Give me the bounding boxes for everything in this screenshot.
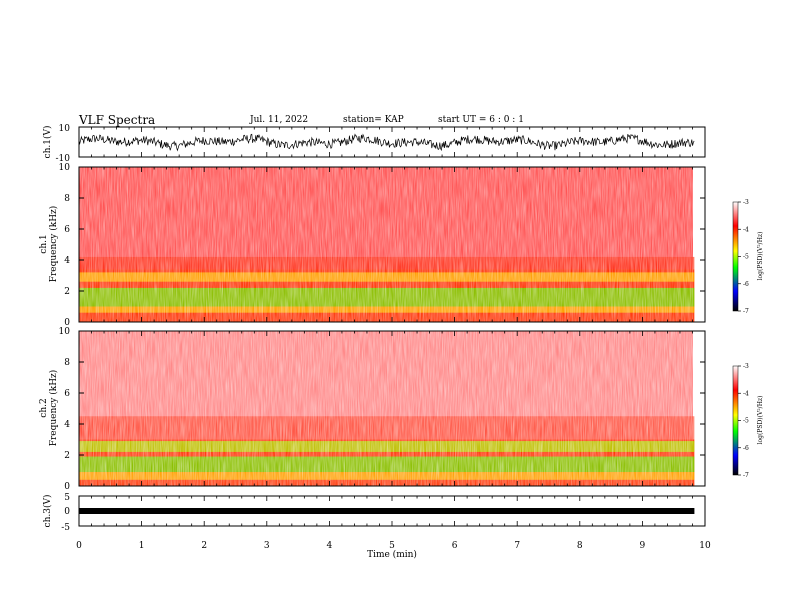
ch2-spec-noise <box>79 331 693 486</box>
ch1-colorbar <box>732 201 739 312</box>
ch2-cbticks-label-0: -3 <box>743 363 749 370</box>
ch1-yticks-label-0: 0 <box>64 318 70 328</box>
ch3-ytick-top: 5 <box>64 493 70 503</box>
ch2-yticks-label-3: 6 <box>64 389 70 399</box>
ch1-yticks-label-3: 6 <box>64 225 70 235</box>
ch1-yticks-label-2: 4 <box>64 256 70 266</box>
ch1-cbticks-label-1: -4 <box>743 226 749 233</box>
x-tick-label-5: 5 <box>389 541 395 551</box>
x-tick-label-1: 1 <box>139 541 145 551</box>
ch3-ytick-bottom: -5 <box>61 523 70 533</box>
ch1-cbticks-label-0: -3 <box>743 199 749 206</box>
x-tick-label-2: 2 <box>201 541 207 551</box>
ch1-yticks-label-4: 8 <box>64 194 70 204</box>
date-label: Jul. 11, 2022 <box>250 115 309 125</box>
ch2-yticks-label-1: 2 <box>64 451 70 461</box>
start-time-label: start UT = 6 : 0 : 1 <box>438 115 524 125</box>
ch3-ytick-mid: 0 <box>64 507 70 517</box>
ch3-waveform-band <box>79 508 695 514</box>
chart-title: VLF Spectra <box>79 113 156 127</box>
ch1-colorbar-label: log(PSD)(V²/Hz) <box>757 232 764 281</box>
x-tick-label-10: 10 <box>699 541 711 551</box>
ch2-spec-ylabel-line1: ch.2 <box>39 398 49 417</box>
ch1-cbticks-label-2: -5 <box>743 254 749 261</box>
x-tick-label-4: 4 <box>327 541 333 551</box>
ch2-cbticks-label-3: -6 <box>743 445 749 452</box>
ch2-yticks-label-0: 0 <box>64 482 70 492</box>
ch1-spec-noise <box>79 167 693 322</box>
x-axis: 0 1 2 3 4 5 6 7 8 9 10 <box>76 127 711 551</box>
ch1-spec-ylabel-line2: Frequency (kHz) <box>48 206 59 283</box>
x-tick-label-7: 7 <box>514 541 520 551</box>
station-label: station= KAP <box>343 115 404 125</box>
ch2-yticks-label-5: 10 <box>59 327 71 337</box>
ch2-colorbar <box>732 365 739 476</box>
ch1-ylabel: ch.1(V) <box>42 126 53 159</box>
ch2-colorbar-label: log(PSD)(V²/Hz) <box>757 396 764 445</box>
ch3-ylabel: ch.3(V) <box>42 495 53 528</box>
x-tick-label-9: 9 <box>640 541 646 551</box>
ch1-waveform-line <box>78 133 695 152</box>
ch1-yticks-label-5: 10 <box>59 163 71 173</box>
ch2-yticks-label-4: 8 <box>64 358 70 368</box>
ch2-spec-ylabel-line2: Frequency (kHz) <box>48 370 59 447</box>
ch2-cbticks-label-2: -5 <box>743 418 749 425</box>
x-tick-label-3: 3 <box>264 541 270 551</box>
x-axis-label: Time (min) <box>367 549 417 560</box>
x-tick-label-8: 8 <box>577 541 583 551</box>
ch1-spec-ylabel-line1: ch.1 <box>39 234 49 253</box>
ch1-cbticks-label-3: -6 <box>743 281 749 288</box>
ch1-cbticks-label-4: -7 <box>743 308 749 315</box>
x-tick-label-0: 0 <box>76 541 82 551</box>
ch1-ytick-top: 10 <box>59 124 71 134</box>
ch2-cbticks-label-1: -4 <box>743 390 749 397</box>
ch2-cbticks-label-4: -7 <box>743 472 749 479</box>
ch2-yticks-label-2: 4 <box>64 420 70 430</box>
x-tick-label-6: 6 <box>452 541 458 551</box>
ch1-ytick-bottom: -10 <box>56 154 71 164</box>
ch1-yticks-label-1: 2 <box>64 287 70 297</box>
